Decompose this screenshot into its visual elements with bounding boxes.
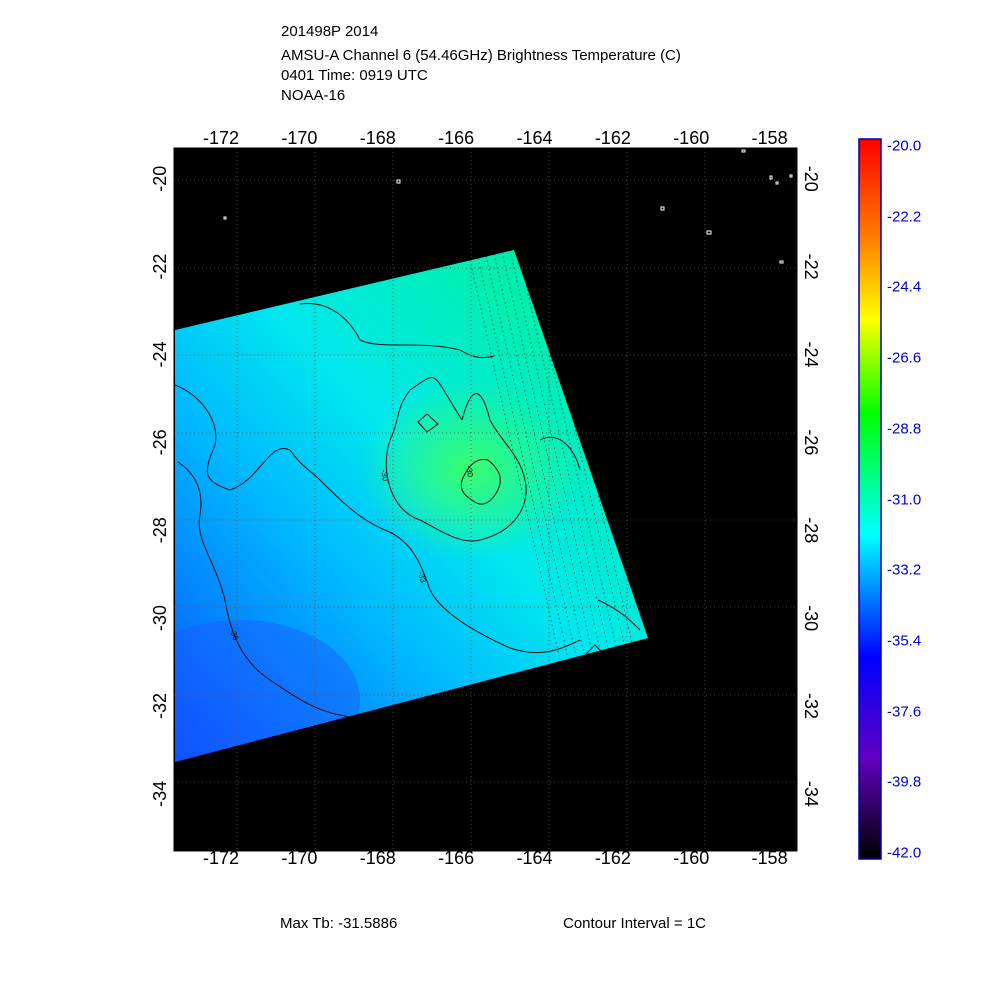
- lon-tick-label: -162: [595, 848, 631, 868]
- lat-axis-right: -20 -22 -24 -26 -28 -30 -32 -34: [801, 166, 821, 807]
- lon-axis-bottom: -172 -170 -168 -166 -164 -162 -160 -158: [203, 848, 788, 868]
- contour-interval-label: Contour Interval = 1C: [563, 915, 706, 932]
- lat-tick-label: -24: [801, 341, 821, 367]
- lat-tick-label: -22: [801, 254, 821, 280]
- lat-tick-label: -22: [150, 254, 170, 280]
- contour-lines: [175, 303, 641, 719]
- lon-axis-top: -172 -170 -168 -166 -164 -162 -160 -158: [203, 128, 788, 148]
- lat-tick-label: -30: [150, 605, 170, 631]
- colorbar-label: -22.2: [887, 208, 922, 226]
- lon-tick-label: -170: [281, 128, 317, 148]
- lat-tick-label: -30: [801, 605, 821, 631]
- lon-tick-label: -160: [673, 848, 709, 868]
- max-tb-label: Max Tb: -31.5886: [280, 915, 398, 932]
- title-line-2: AMSU-A Channel 6 (54.46GHz) Brightness T…: [281, 47, 681, 64]
- colorbar-label: -28.8: [887, 420, 922, 438]
- lat-tick-label: -32: [150, 693, 170, 719]
- title-line-4: NOAA-16: [281, 87, 346, 104]
- colorbar-label: -37.6: [887, 703, 922, 721]
- lon-tick-label: -162: [595, 128, 631, 148]
- warm-region: [360, 380, 580, 560]
- lon-tick-label: -158: [752, 128, 788, 148]
- lat-tick-label: -34: [801, 781, 821, 807]
- lon-tick-label: -172: [203, 128, 239, 148]
- contour-label: -36: [228, 628, 241, 642]
- colorbar-label: -39.8: [887, 773, 922, 791]
- lat-tick-label: -20: [150, 166, 170, 192]
- colorbar-label: -20.0: [887, 137, 922, 155]
- colorbar-label: -26.6: [887, 349, 922, 367]
- lon-tick-label: -160: [673, 128, 709, 148]
- lon-tick-label: -164: [516, 848, 552, 868]
- colorbar-gradient: [858, 138, 882, 860]
- colorbar-label: -24.4: [887, 278, 922, 296]
- lat-axis-left: -20 -22 -24 -26 -28 -30 -32 -34: [150, 166, 170, 807]
- lon-tick-label: -158: [752, 848, 788, 868]
- lon-tick-label: -164: [516, 128, 552, 148]
- edge-contours: [469, 250, 633, 661]
- lon-tick-label: -166: [438, 848, 474, 868]
- lat-tick-label: -34: [150, 781, 170, 807]
- lat-tick-label: -28: [801, 517, 821, 543]
- contour-labels: -30 -30 -33 -36: [228, 465, 475, 642]
- colorbar-label: -31.0: [887, 491, 922, 508]
- lat-tick-label: -32: [801, 693, 821, 719]
- lon-tick-label: -172: [203, 848, 239, 868]
- lon-tick-label: -168: [360, 848, 396, 868]
- islands: [223, 149, 793, 264]
- contour-label: -30: [464, 465, 475, 478]
- lon-tick-label: -166: [438, 128, 474, 148]
- colorbar-label: -42.0: [887, 844, 922, 862]
- contour-label: -33: [416, 570, 428, 584]
- contour-label: -30: [379, 469, 390, 482]
- colorbar-label: -35.4: [887, 632, 922, 650]
- lat-tick-label: -20: [801, 166, 821, 192]
- lon-tick-label: -170: [281, 848, 317, 868]
- map-frame: [173, 147, 798, 852]
- title-line-3: 0401 Time: 0919 UTC: [281, 67, 428, 84]
- lat-tick-label: -24: [150, 341, 170, 367]
- colorbar-label: -33.2: [887, 561, 922, 579]
- lat-tick-label: -28: [150, 517, 170, 543]
- lat-tick-label: -26: [150, 429, 170, 455]
- colorbar: [858, 138, 882, 860]
- lat-tick-label: -26: [801, 429, 821, 455]
- title-line-1: 201498P 2014: [281, 23, 379, 40]
- lon-tick-label: -168: [360, 128, 396, 148]
